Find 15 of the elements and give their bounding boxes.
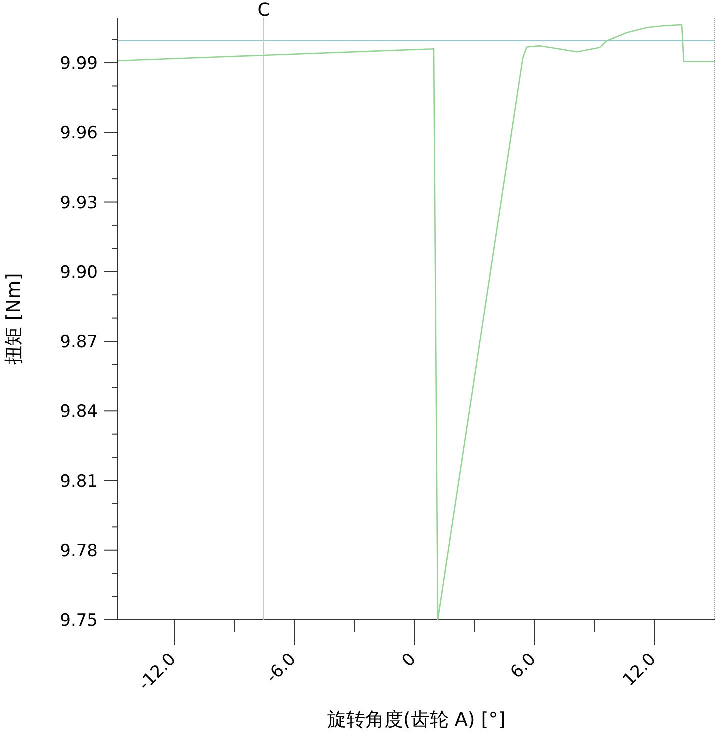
- y-tick-label: 9.96: [60, 124, 98, 144]
- y-tick-label: 9.75: [60, 611, 98, 631]
- y-tick-label: 9.93: [60, 193, 98, 214]
- y-axis-title: 扭矩 [Nm]: [3, 273, 25, 365]
- y-tick-label: 9.87: [60, 332, 98, 353]
- x-tick-label: 6.0: [507, 650, 540, 683]
- x-axis-title: 旋转角度(齿轮 A) [°]: [327, 709, 506, 731]
- x-tick-label: 0: [398, 650, 420, 672]
- y-tick-label: 9.99: [60, 54, 98, 74]
- x-tick-label: -6.0: [262, 650, 300, 688]
- y-tick-label: 9.90: [60, 262, 98, 283]
- ref-line-label: C: [258, 0, 270, 21]
- y-tick-label: 9.78: [60, 541, 98, 562]
- y-tick-label: 9.84: [60, 402, 98, 422]
- y-tick-label: 9.81: [60, 472, 98, 492]
